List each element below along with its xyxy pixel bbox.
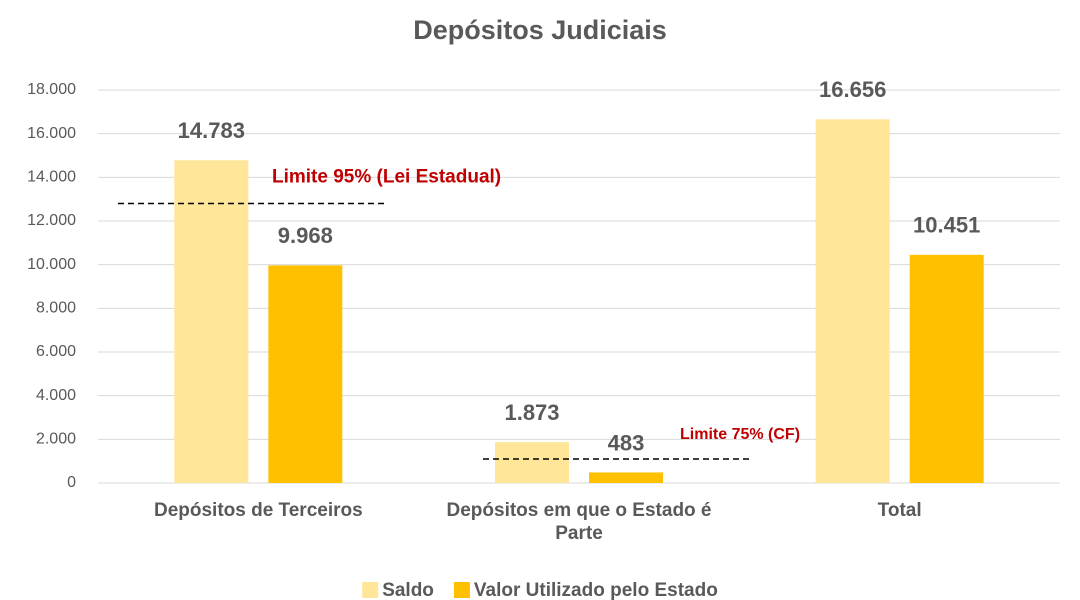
y-tick-label: 18.000	[27, 81, 76, 98]
legend-swatch	[362, 582, 379, 598]
y-tick-label: 8.000	[36, 300, 76, 317]
legend-label: Valor Utilizado pelo Estado	[474, 580, 718, 600]
x-tick-label: Depósitos em que o Estado é Parte	[446, 500, 712, 544]
chart-title: Depósitos Judiciais	[413, 15, 667, 45]
y-tick-label: 16.000	[27, 125, 76, 142]
y-tick-label: 14.000	[27, 169, 76, 186]
bar	[495, 442, 569, 483]
data-label: 10.451	[913, 213, 980, 238]
bar	[815, 119, 890, 484]
data-label: 16.656	[819, 77, 886, 102]
y-tick-label: 12.000	[27, 212, 76, 229]
data-label: 483	[608, 430, 645, 455]
y-tick-label: 2.000	[36, 431, 76, 448]
bar	[909, 254, 984, 483]
data-label: 1.873	[504, 400, 559, 425]
y-tick-label: 0	[67, 474, 76, 491]
data-label: 14.783	[178, 118, 245, 143]
bar	[268, 265, 343, 483]
bar	[589, 472, 663, 483]
data-label: 9.968	[278, 223, 333, 248]
annotation: Limite 75% (CF)	[680, 426, 800, 443]
x-tick-label: Total	[877, 500, 922, 521]
annotation: Limite 95% (Lei Estadual)	[272, 167, 501, 188]
x-tick-label: Depósitos de Terceiros	[153, 500, 363, 521]
y-tick-label: 6.000	[36, 343, 76, 360]
y-tick-label: 4.000	[36, 387, 76, 404]
y-tick-label: 10.000	[27, 256, 76, 273]
legend-swatch	[453, 582, 470, 598]
legend-label: Saldo	[382, 580, 434, 600]
bar	[174, 160, 249, 483]
